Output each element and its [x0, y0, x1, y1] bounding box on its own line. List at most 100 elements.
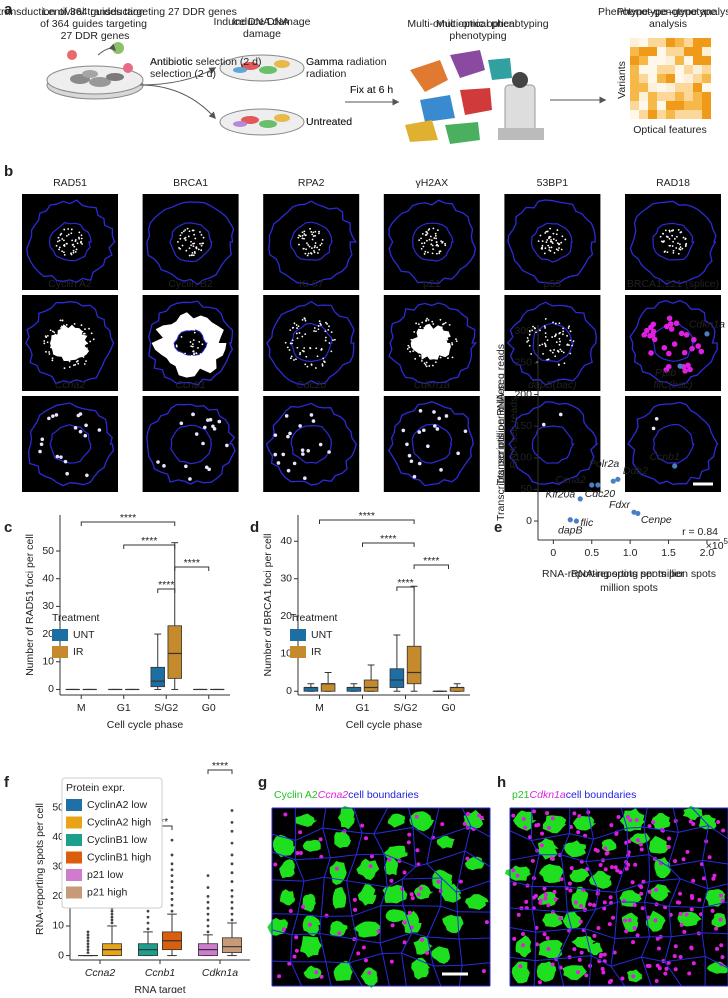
- rna-spot: [576, 970, 580, 974]
- micrograph: [384, 295, 480, 391]
- rna-spot: [517, 913, 521, 917]
- rna-spot: [628, 918, 632, 922]
- rna-spot: [639, 892, 643, 896]
- rna-spot: [482, 969, 486, 973]
- rna-spot: [714, 927, 718, 931]
- signal-dot: [43, 343, 45, 345]
- signal-dot: [305, 248, 307, 250]
- rna-spot: [417, 892, 421, 896]
- signal-dot: [421, 248, 423, 250]
- micrograph: [263, 295, 359, 391]
- signal-dot: [178, 361, 180, 363]
- axis-offset: ×105: [706, 537, 728, 552]
- rna-spot: [531, 859, 535, 863]
- signal-dot: [435, 361, 437, 363]
- rna-spot: [648, 890, 652, 894]
- signal-dot: [64, 244, 66, 246]
- signal-dot: [442, 343, 444, 345]
- y-tick-label: 40: [280, 535, 292, 547]
- y-tick-label: 300: [514, 325, 532, 337]
- rna-spot: [511, 814, 515, 818]
- cell-boundary: [535, 932, 536, 960]
- signal-dot: [664, 251, 666, 253]
- signal-dot: [56, 245, 58, 247]
- signal-dot: [322, 239, 324, 241]
- heatmap-cell: [657, 65, 666, 74]
- heatmap-cell: [666, 38, 675, 47]
- rna-spot: [403, 921, 407, 925]
- signal-dot: [194, 252, 196, 254]
- rna-spot: [353, 908, 357, 912]
- micrograph: [143, 295, 239, 391]
- signal-dot: [45, 336, 47, 338]
- signal-dot: [447, 335, 449, 337]
- rna-spot: [466, 812, 470, 816]
- signal-dot: [190, 241, 192, 243]
- signal-dot: [54, 349, 56, 351]
- heatmap-cell: [693, 83, 702, 92]
- signal-dot: [316, 247, 318, 249]
- signal-dot: [666, 251, 668, 253]
- signal-dot: [191, 254, 193, 256]
- panel-letter: c: [4, 519, 12, 536]
- rna-spot: [678, 892, 682, 896]
- signal-dot: [558, 364, 560, 366]
- signal-dot: [532, 326, 534, 328]
- sig-label: ****: [359, 510, 375, 522]
- signal-dot: [679, 232, 681, 234]
- y-tick-label: 30: [280, 573, 292, 585]
- signal-dot: [190, 345, 192, 347]
- signal-dot: [445, 322, 447, 324]
- signal-dot: [413, 344, 415, 346]
- signal-dot: [425, 364, 427, 366]
- signal-dot: [50, 329, 52, 331]
- signal-dot: [425, 231, 427, 233]
- rna-spot: [640, 847, 644, 851]
- rna-spot: [633, 926, 637, 930]
- signal-dot: [69, 360, 71, 362]
- heatmap-cell: [657, 38, 666, 47]
- rna-spot: [370, 854, 374, 858]
- signal-dot: [281, 453, 285, 457]
- rna-spot: [560, 877, 564, 881]
- signal-dot: [86, 347, 88, 349]
- signal-dot: [527, 340, 529, 342]
- signal-dot: [76, 361, 78, 363]
- signal-dot: [671, 235, 673, 237]
- legend-label: UNT: [73, 629, 95, 641]
- rna-spot: [687, 972, 691, 976]
- heatmap-cell: [648, 65, 657, 74]
- heatmap-cell: [693, 92, 702, 101]
- signal-dot: [529, 345, 531, 347]
- signal-dot: [193, 329, 195, 331]
- heatmap-cell: [675, 83, 684, 92]
- box-body: [151, 667, 165, 686]
- flier: [171, 874, 174, 877]
- signal-dot: [180, 421, 184, 425]
- legend-title: Treatment: [52, 612, 100, 624]
- signal-dot: [86, 342, 88, 344]
- signal-dot: [314, 251, 316, 253]
- heatmap-cell: [630, 38, 639, 47]
- x-tick-label: 0.5: [584, 547, 599, 559]
- point: [704, 331, 709, 336]
- heatmap-cell: [702, 56, 711, 65]
- signal-dot: [422, 428, 426, 432]
- signal-dot: [289, 329, 291, 331]
- legend-swatch: [66, 834, 82, 846]
- signal-dot: [667, 316, 673, 322]
- signal-dot: [648, 350, 654, 356]
- signal-dot: [435, 337, 437, 339]
- signal-dot: [312, 419, 316, 423]
- signal-dot: [75, 251, 77, 253]
- signal-dot: [59, 340, 61, 342]
- signal-dot: [559, 341, 561, 343]
- signal-dot: [191, 413, 195, 417]
- box: [222, 809, 241, 955]
- signal-dot: [568, 327, 570, 329]
- signal-dot: [426, 318, 428, 320]
- y-axis-label: Number of RAD51 foci per cell: [24, 534, 36, 676]
- rna-spot: [686, 850, 690, 854]
- signal-dot: [405, 442, 409, 446]
- heatmap-cell: [666, 56, 675, 65]
